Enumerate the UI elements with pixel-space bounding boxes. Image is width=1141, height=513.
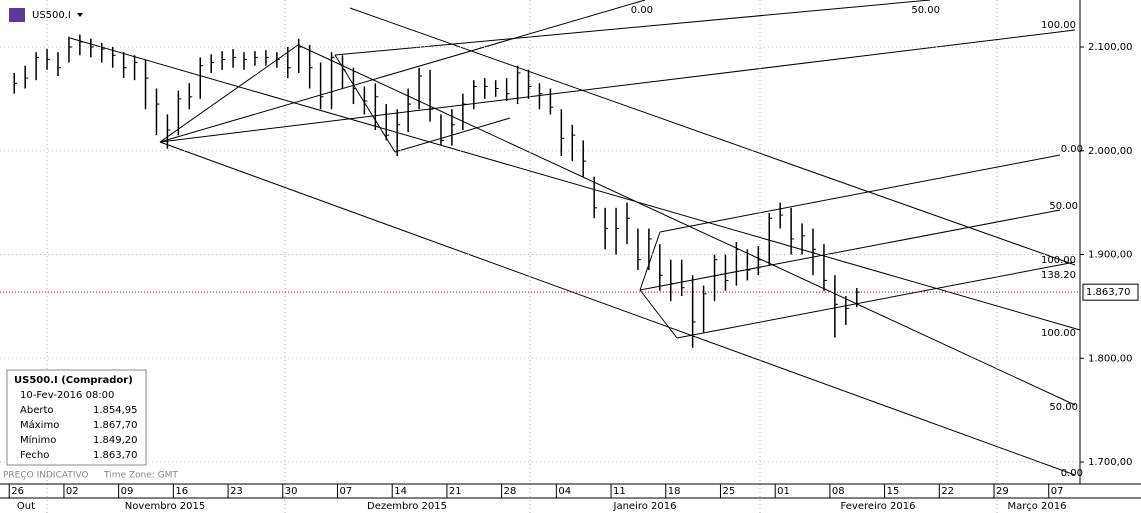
level-label: 50.00 xyxy=(911,5,940,16)
level-label: 100.00 xyxy=(1041,255,1076,266)
y-tick-label: 2.000,00 xyxy=(1088,146,1133,157)
info-label: Máximo xyxy=(20,419,59,431)
trend-lines xyxy=(0,0,1081,513)
x-tick-label: 09 xyxy=(121,486,134,497)
timezone: Time Zone: GMT xyxy=(103,471,178,481)
level-label: 100.00 xyxy=(1041,20,1076,31)
info-datetime: 10-Fev-2016 08:00 xyxy=(20,390,114,401)
x-tick-label: 30 xyxy=(285,486,298,497)
info-label: Fecho xyxy=(20,450,49,461)
symbol[interactable]: US500.I xyxy=(32,10,71,21)
level-label: 0.00 xyxy=(1061,468,1083,479)
x-tick-label: 18 xyxy=(668,486,681,497)
info-value: 1.863,70 xyxy=(93,450,138,461)
level-label: 50.00 xyxy=(1049,201,1078,212)
level-label: 0.00 xyxy=(631,5,653,16)
x-tick-label: 26 xyxy=(11,486,24,497)
symbol-icon[interactable] xyxy=(9,8,25,22)
level-label: 138.20 xyxy=(1041,270,1076,281)
x-tick-label: 22 xyxy=(941,486,954,497)
month-label: Fevereiro 2016 xyxy=(841,501,916,512)
x-tick-label: 07 xyxy=(339,486,352,497)
level-label: 100.00 xyxy=(1041,328,1076,339)
level-label: 0.00 xyxy=(1061,144,1083,155)
info-panel xyxy=(6,369,147,466)
x-tick-label: 04 xyxy=(558,486,571,497)
info-title: US500.I (Comprador) xyxy=(14,375,133,386)
y-tick-label: 1.700,00 xyxy=(1088,457,1133,468)
info-value: 1.849,20 xyxy=(93,435,138,446)
info-value: 1.867,70 xyxy=(93,420,138,431)
x-tick-label: 01 xyxy=(777,486,790,497)
x-tick-label: 28 xyxy=(504,486,517,497)
month-label: Janeiro 2016 xyxy=(613,501,677,512)
footer: PREÇO INDICATIVO xyxy=(3,471,89,481)
info-label: Mínimo xyxy=(20,434,56,446)
y-tick-label: 1.800,00 xyxy=(1088,353,1133,364)
month-label: Out xyxy=(17,501,35,512)
y-tick-label: 1.900,00 xyxy=(1088,250,1133,261)
x-tick-label: 11 xyxy=(613,486,626,497)
info-value: 1.854,95 xyxy=(93,405,138,416)
level-label: 50.00 xyxy=(1049,402,1078,413)
x-tick-label: 29 xyxy=(996,486,1009,497)
month-label: Março 2016 xyxy=(1008,501,1067,512)
x-tick-label: 25 xyxy=(722,486,735,497)
month-label: Novembro 2015 xyxy=(125,501,205,512)
x-tick-label: 23 xyxy=(230,486,243,497)
x-tick-label: 15 xyxy=(887,486,900,497)
x-tick-label: 16 xyxy=(175,486,188,497)
dropdown-arrow[interactable] xyxy=(77,13,83,17)
y-tick-label: 2.100,00 xyxy=(1088,42,1133,53)
last-price-box xyxy=(1082,283,1139,301)
month-label: Dezembro 2015 xyxy=(367,501,447,512)
x-tick-label: 21 xyxy=(449,486,462,497)
x-tick-label: 14 xyxy=(394,486,407,497)
info-label: Aberto xyxy=(20,405,54,416)
x-tick-label: 07 xyxy=(1051,486,1064,497)
x-tick-label: 02 xyxy=(66,486,79,497)
x-tick-label: 08 xyxy=(832,486,845,497)
last-price-label: 1.863,70 xyxy=(1086,287,1131,298)
